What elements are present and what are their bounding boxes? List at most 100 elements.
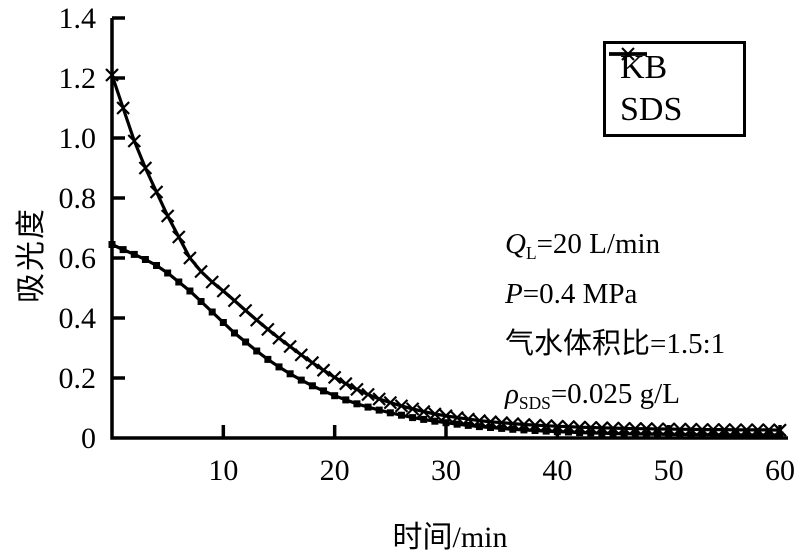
square-marker-icon: [531, 427, 539, 434]
square-marker-icon: [498, 424, 506, 432]
x-marker-icon: [372, 392, 386, 406]
square-marker-icon: [230, 329, 238, 337]
square-marker-icon: [219, 319, 227, 326]
legend: KB SDS: [603, 41, 746, 137]
x-marker-icon: [116, 101, 130, 115]
x-marker-icon: [583, 420, 598, 435]
square-marker-icon: [153, 262, 161, 269]
x-marker-line-icon: [609, 47, 647, 61]
square-marker-icon: [331, 392, 339, 400]
x-marker-icon: [138, 161, 153, 175]
square-marker-icon: [687, 431, 695, 439]
square-marker-icon: [420, 415, 428, 423]
y-tick-label: 0: [81, 422, 96, 455]
square-marker-icon: [253, 347, 261, 355]
axes: [110, 18, 788, 440]
square-marker-icon: [631, 430, 639, 438]
x-marker-icon: [405, 402, 420, 416]
x-marker-icon: [572, 420, 587, 434]
square-marker-icon: [743, 431, 751, 439]
x-marker-icon: [305, 355, 320, 370]
x-marker-icon: [238, 303, 253, 318]
square-marker-icon: [208, 308, 216, 316]
square-marker-icon: [264, 355, 272, 363]
square-marker-icon: [720, 431, 728, 439]
x-marker-icon: [494, 415, 509, 430]
legend-label-sds: SDS: [620, 90, 683, 128]
square-marker-icon: [164, 269, 172, 277]
annotation-text: =20 L/min: [536, 228, 661, 260]
square-marker-icon: [709, 431, 717, 439]
square-marker-icon: [431, 417, 439, 425]
annotation-text: =0.025 g/L: [550, 378, 680, 411]
square-marker-icon: [141, 256, 149, 263]
annotation-line-rho: ρSDS=0.025 g/L: [505, 374, 795, 424]
x-marker-icon: [717, 422, 732, 437]
y-tick-label: 0.8: [59, 182, 97, 215]
square-marker-icon: [130, 250, 138, 258]
x-marker-icon: [160, 209, 175, 223]
x-marker-icon: [272, 331, 286, 345]
x-marker-icon: [172, 230, 186, 244]
square-marker-icon: [286, 370, 294, 378]
annotation-subscript: L: [525, 243, 537, 264]
square-marker-icon: [654, 430, 662, 438]
x-marker-icon: [361, 387, 375, 402]
annotation-text: =0.4 MPa: [522, 278, 638, 311]
x-marker-icon: [750, 423, 765, 437]
x-marker-icon: [673, 422, 687, 437]
square-marker-icon: [475, 423, 483, 431]
x-marker-icon: [450, 410, 464, 425]
x-marker-icon: [539, 418, 553, 433]
x-marker-icon: [762, 423, 776, 437]
x-marker-icon: [528, 418, 542, 432]
square-marker-icon: [197, 298, 205, 305]
y-tick-label: 0.2: [59, 362, 97, 395]
x-marker-icon: [416, 404, 431, 419]
x-marker-icon: [249, 313, 264, 327]
square-marker-icon: [776, 431, 784, 439]
x-marker-icon: [628, 421, 643, 436]
x-marker-icon: [517, 417, 531, 432]
annotation-text: 气水体积比=1.5:1: [505, 328, 726, 361]
x-axis-title: 时间/min: [392, 521, 508, 554]
x-tick-label: 50: [654, 454, 684, 487]
x-marker-icon: [394, 399, 409, 413]
x-marker-icon: [183, 251, 197, 265]
square-marker-icon: [598, 429, 606, 437]
x-marker-icon: [383, 395, 398, 410]
x-marker-icon: [661, 422, 676, 436]
square-marker-icon: [364, 403, 372, 411]
square-marker-icon: [765, 431, 773, 439]
square-marker-icon: [186, 287, 194, 295]
legend-label-kb: KB: [620, 49, 668, 87]
x-tick-label: 30: [431, 454, 461, 487]
x-marker-icon: [216, 284, 231, 298]
square-marker-icon: [698, 431, 706, 439]
x-marker-icon: [439, 409, 453, 423]
x-marker-icon: [706, 422, 720, 437]
square-marker-icon: [464, 421, 472, 429]
y-tick-label: 0.4: [59, 302, 97, 335]
x-marker-icon: [773, 423, 787, 437]
square-marker-icon: [375, 406, 383, 414]
square-marker-icon: [119, 246, 127, 254]
square-marker-icon: [175, 278, 183, 286]
annotation-subscript: SDS: [518, 393, 551, 414]
square-marker-icon: [587, 429, 595, 437]
square-marker-icon: [409, 414, 417, 422]
y-axis-title: 吸光度: [15, 207, 48, 303]
annotation-line-ql: QL=20 L/min: [505, 224, 795, 274]
x-marker-icon: [105, 68, 119, 82]
square-marker-icon: [453, 420, 461, 428]
x-marker-icon: [472, 413, 487, 428]
x-marker-icon: [617, 421, 631, 436]
square-marker-icon: [297, 376, 305, 384]
x-tick-label: 40: [542, 454, 572, 487]
x-marker-icon: [650, 422, 665, 436]
square-marker-icon: [320, 387, 328, 395]
x-marker-icon: [506, 416, 520, 431]
legend-item-sds: SDS: [609, 47, 743, 128]
y-tick-label: 1.4: [59, 2, 97, 35]
square-marker-icon: [609, 430, 617, 437]
